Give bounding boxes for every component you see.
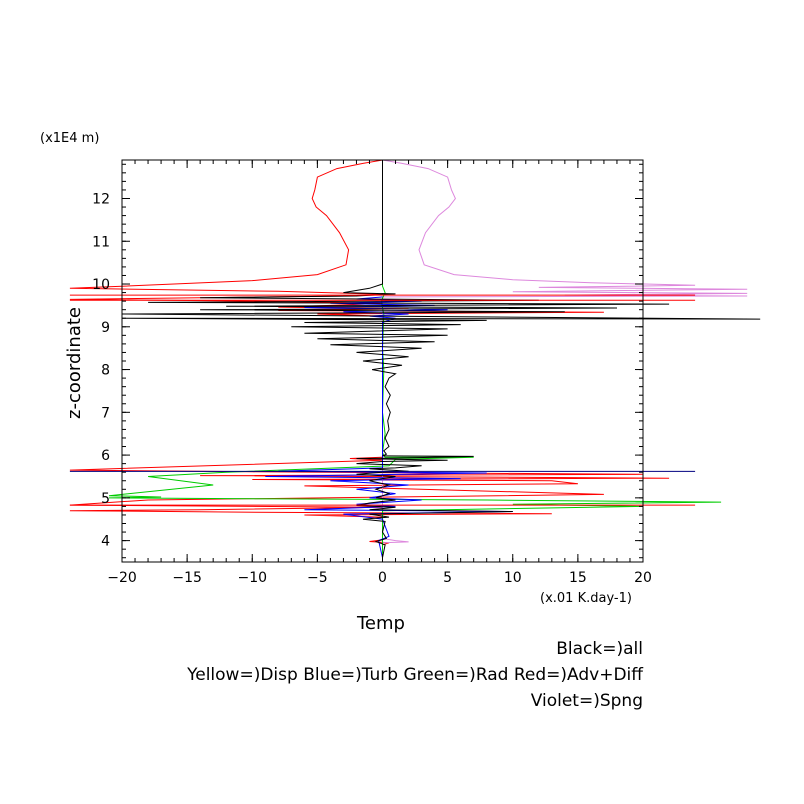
ticks-layer: −20 −15 −10 −5 0 5 10 15 20 4 5 6 7 8 9 10 11 12: [92, 160, 652, 586]
x-tick-label: 10: [504, 570, 522, 586]
y-tick-label: 12: [92, 191, 110, 207]
x-tick-label: 0: [378, 570, 387, 586]
x-tick-label: 15: [569, 570, 587, 586]
legend-line-spng: Violet=)Spng: [530, 691, 643, 711]
y-tick-label: 11: [92, 234, 110, 250]
y-tick-label: 7: [101, 405, 110, 421]
x-tick-label: −20: [107, 570, 137, 586]
x-tick-label: 5: [443, 570, 452, 586]
series-line-adv: [69, 159, 670, 546]
x-unit-label: (x.01 K.day-1): [540, 591, 632, 606]
y-axis-label: z-coordinate: [64, 307, 85, 419]
series-layer: [69, 159, 761, 558]
x-axis-label: Temp: [356, 613, 405, 634]
y-unit-label: (x1E4 m): [40, 131, 99, 146]
series-line-rad: [108, 160, 722, 558]
legend-line-all: Black=)all: [556, 639, 643, 659]
y-tick-label: 9: [101, 320, 110, 336]
x-tick-label: −5: [307, 570, 328, 586]
y-tick-label: 6: [101, 448, 110, 464]
y-tick-label: 10: [92, 277, 110, 293]
x-tick-label: −10: [237, 570, 267, 586]
series-line-spng: [382, 159, 748, 544]
x-tick-label: 20: [634, 570, 652, 586]
y-tick-label: 4: [101, 534, 110, 550]
y-tick-label: 5: [101, 491, 110, 507]
legend: Black=)all Yellow=)Disp Blue=)Turb Green…: [187, 636, 643, 714]
legend-line-components: Yellow=)Disp Blue=)Turb Green=)Rad Red=)…: [187, 665, 643, 685]
series-line-all: [121, 160, 761, 558]
x-tick-label: −15: [172, 570, 202, 586]
y-tick-label: 8: [101, 363, 110, 379]
